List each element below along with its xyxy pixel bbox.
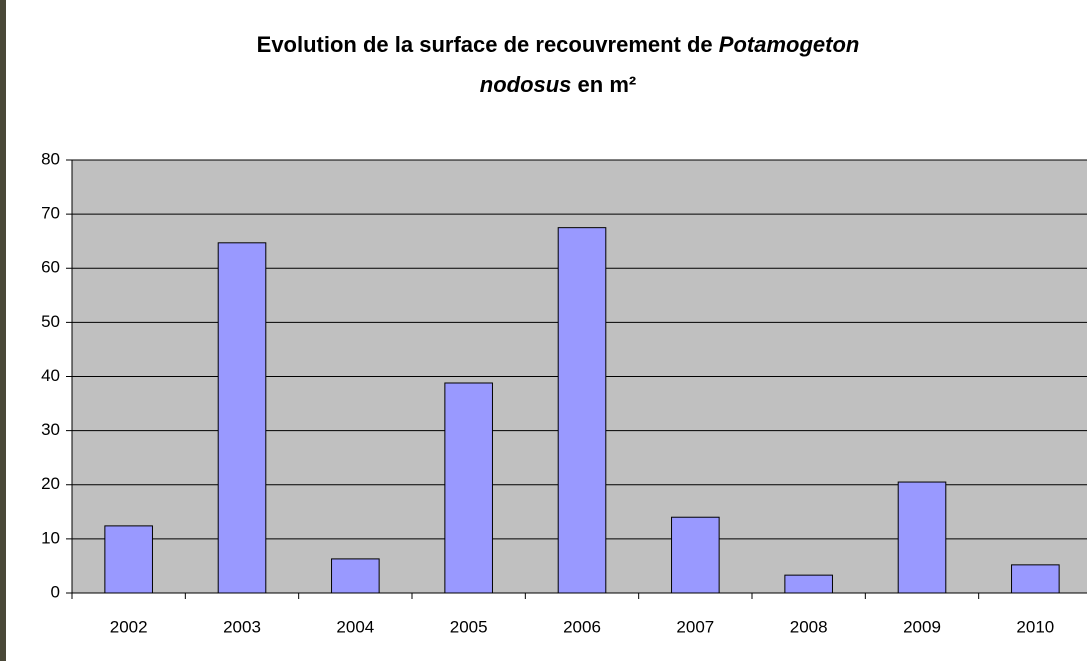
- y-tick-label: 20: [41, 474, 60, 493]
- x-tick-label: 2008: [790, 617, 828, 636]
- chart-title-line: nodosus en m²: [480, 72, 636, 97]
- bar: [331, 558, 380, 594]
- bar: [104, 525, 153, 594]
- title-part: nodosus: [480, 72, 572, 97]
- y-tick-label: 40: [41, 366, 60, 385]
- x-tick-label: 2010: [1016, 617, 1054, 636]
- x-tick-label: 2007: [676, 617, 714, 636]
- title-part: en m²: [578, 72, 637, 97]
- x-tick-label: 2009: [903, 617, 941, 636]
- x-tick-label: 2005: [450, 617, 488, 636]
- x-tick-label: 2002: [110, 617, 148, 636]
- x-tick-label: 2003: [223, 617, 261, 636]
- bar: [217, 242, 267, 594]
- y-tick-label: 0: [51, 582, 60, 601]
- x-tick-label: 2006: [563, 617, 601, 636]
- y-tick-label: 10: [41, 528, 60, 547]
- title-part: Evolution de la surface de recouvrement …: [257, 32, 713, 57]
- y-tick-label: 70: [41, 204, 60, 223]
- y-tick-label: 60: [41, 258, 60, 277]
- y-tick-label: 30: [41, 420, 60, 439]
- bar: [444, 382, 493, 594]
- x-tick-label: 2004: [336, 617, 374, 636]
- bar: [897, 481, 947, 594]
- bar: [557, 227, 607, 594]
- bar: [671, 516, 720, 594]
- y-tick-label: 80: [41, 149, 60, 168]
- y-tick-label: 50: [41, 312, 60, 331]
- title-part: Potamogeton: [719, 32, 860, 57]
- bar: [1011, 564, 1060, 594]
- chart-title-line: Evolution de la surface de recouvrement …: [257, 32, 860, 57]
- bar: [784, 574, 833, 594]
